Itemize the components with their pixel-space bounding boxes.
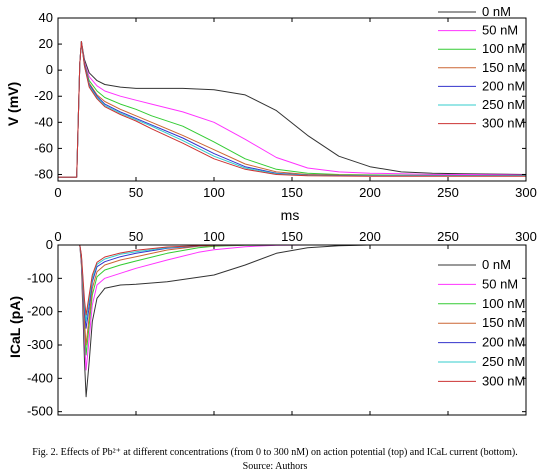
ical-legend-label: 50 nM (482, 276, 518, 291)
ical-y-tick-label: -200 (27, 304, 53, 319)
ical-legend-label: 300 nM (482, 373, 525, 388)
figure-source: Source: Authors (242, 461, 308, 472)
ap-y-tick-label: -80 (34, 166, 53, 181)
ap-y-tick-label: 40 (39, 10, 53, 25)
ical-y-tick-label: -300 (27, 337, 53, 352)
ap-legend-label: 0 nM (482, 4, 511, 19)
ical-x-tick-label: 150 (281, 229, 303, 244)
ap-series-line-300-nm (58, 41, 526, 178)
ap-legend-label: 50 nM (482, 23, 518, 38)
ical-x-tick-label: 200 (359, 229, 381, 244)
ap-series-line-0-nm (58, 41, 527, 178)
ical-x-tick-label: 250 (437, 229, 459, 244)
ical-current-legend: 0 nM 50 nM 100 nM 150 nM 200 nM 250 nM 300 nM (438, 257, 525, 388)
ap-x-tick-label: 100 (203, 185, 225, 200)
ical-series-line-250-nm (79, 244, 246, 322)
ap-series-line-50-nm (58, 41, 527, 178)
ap-x-tick-label: 150 (281, 185, 303, 200)
ical-current-chart: 0 50 100 150 200 250 3000-100-200-300-400-500 … (7, 229, 537, 419)
ap-x-tick-label: 0 (54, 185, 61, 200)
ical-series-line-0-nm (79, 244, 371, 398)
ap-legend-label: 100 nM (482, 41, 525, 56)
ical-x-tick-label: 0 (54, 229, 61, 244)
ap-series-line-100-nm (58, 41, 527, 178)
ical-legend-label: 250 nM (482, 354, 525, 369)
action-potential-y-label: V (mV) (5, 82, 21, 126)
ical-legend-label: 200 nM (482, 335, 525, 350)
ical-y-tick-label: -100 (27, 270, 53, 285)
ical-legend-label: 100 nM (482, 296, 525, 311)
ical-x-tick-label: 50 (129, 229, 143, 244)
ical-current-y-label: ICaL (pA) (7, 296, 23, 358)
ical-x-tick-label: 300 (515, 229, 537, 244)
ap-y-tick-label: -40 (34, 114, 53, 129)
ap-y-tick-label: 0 (46, 62, 53, 77)
ap-y-tick-label: 20 (39, 36, 53, 51)
figure-caption: Fig. 2. Effects of Pb²⁺ at different con… (32, 447, 518, 458)
ap-x-tick-label: 250 (437, 185, 459, 200)
ap-x-tick-label: 50 (129, 185, 143, 200)
ical-legend-label: 0 nM (482, 257, 511, 272)
ical-series-line-50-nm (79, 244, 308, 371)
ap-series-line-200-nm (58, 41, 526, 178)
action-potential-lines (58, 41, 527, 178)
ical-current-lines (79, 244, 371, 398)
ical-current-ticks: 0 50 100 150 200 250 300 0 -100 -200 -300 -400 -500 (27, 229, 537, 419)
ical-series-line-300-nm (79, 244, 246, 316)
ical-y-tick-label: 0 (46, 237, 53, 252)
ical-series-line-150-nm (79, 244, 246, 346)
ap-x-tick-label: 300 (515, 185, 537, 200)
ical-x-tick-label: 100 (203, 229, 225, 244)
ical-legend-label: 150 nM (482, 315, 525, 330)
ap-series-line-250-nm (58, 41, 526, 178)
action-potential-legend: 0 nM 50 nM 100 nM 150 nM 200 nM 250 nM 300 nM (438, 4, 525, 131)
ap-legend-label: 300 nM (482, 116, 525, 131)
ical-series-line-100-nm (79, 244, 277, 356)
ap-x-tick-label: 200 (359, 185, 381, 200)
ap-y-tick-label: -60 (34, 140, 53, 155)
ap-legend-label: 150 nM (482, 60, 525, 75)
ical-y-tick-label: -500 (27, 404, 53, 419)
ap-legend-label: 200 nM (482, 78, 525, 93)
ap-series-line-150-nm (58, 41, 526, 178)
ap-y-tick-label: -20 (34, 88, 53, 103)
ap-legend-label: 250 nM (482, 97, 525, 112)
action-potential-x-label: ms (281, 207, 300, 223)
action-potential-plot-area (57, 17, 527, 182)
ical-y-tick-label: -400 (27, 370, 53, 385)
